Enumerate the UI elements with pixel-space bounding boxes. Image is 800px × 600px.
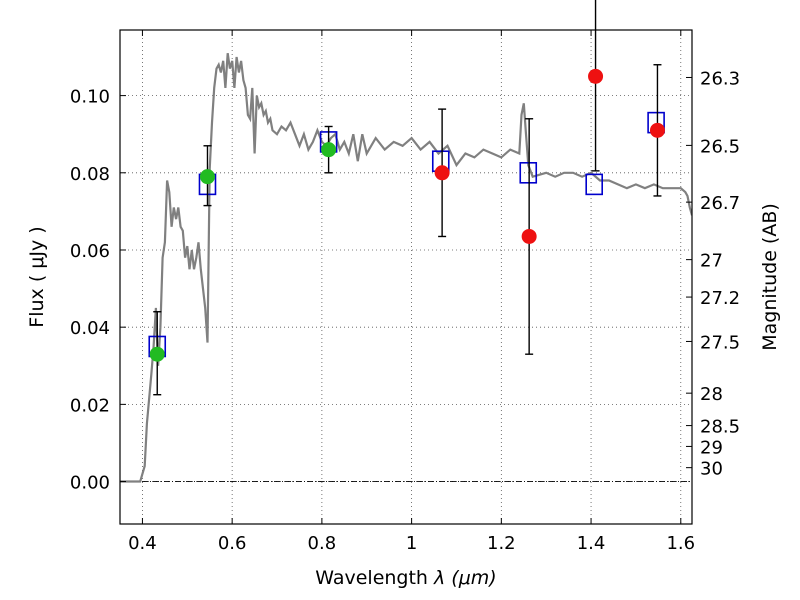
nondetected-flux-point bbox=[434, 165, 450, 181]
nondetected-flux-point bbox=[588, 68, 604, 84]
y2-tick-label: 27 bbox=[700, 251, 723, 272]
y-tick-label: 0.04 bbox=[70, 318, 110, 339]
y-tick-label: 0.02 bbox=[70, 395, 110, 416]
model-photometry-marker bbox=[519, 161, 538, 184]
x-tick-label: 1.6 bbox=[666, 533, 695, 554]
x-axis-label: Wavelength λ (μm) bbox=[315, 567, 496, 589]
nondetected-flux-point bbox=[649, 122, 665, 138]
model-spectrum-line bbox=[120, 53, 692, 483]
axis-ticks: 0.4 0.6 0.8 1 1.2 1.4 1.6 0.00 0.02 0.04 0.06 0.08 0… bbox=[70, 30, 740, 554]
x-tick-label: 0.6 bbox=[218, 533, 247, 554]
x-tick-label: 1.2 bbox=[487, 533, 516, 554]
y-tick-label: 0.06 bbox=[70, 241, 110, 262]
plot-frame bbox=[119, 29, 693, 525]
y2-tick-label: 28.5 bbox=[700, 417, 740, 438]
y2-tick-label: 26.3 bbox=[700, 68, 740, 89]
detected-flux-point bbox=[321, 142, 337, 158]
detected-flux-point bbox=[199, 169, 215, 185]
data-marks bbox=[148, 0, 665, 396]
x-tick-label: 1.4 bbox=[577, 533, 606, 554]
detected-flux-point bbox=[149, 346, 165, 362]
y-axis-label-text: Flux bbox=[26, 282, 48, 328]
x-axis-label-text: Wavelength bbox=[315, 567, 434, 589]
y2-axis-label: Magnitude (AB) bbox=[759, 203, 781, 351]
y2-tick-label: 27.5 bbox=[700, 332, 740, 353]
x-tick-label: 0.4 bbox=[128, 533, 157, 554]
y2-tick-label: 26.5 bbox=[700, 136, 740, 157]
y-tick-label: 0.00 bbox=[70, 473, 110, 494]
y-axis-label-math: ( μJy ) bbox=[26, 226, 48, 282]
x-axis-label-math: λ (μm) bbox=[433, 567, 497, 589]
y2-tick-label: 28 bbox=[700, 384, 723, 405]
nondetected-flux-point bbox=[521, 228, 537, 244]
x-tick-label: 1 bbox=[406, 533, 417, 554]
y-tick-label: 0.10 bbox=[70, 87, 110, 108]
model-photometry-marker bbox=[585, 173, 603, 196]
y2-tick-label: 27.2 bbox=[700, 288, 740, 309]
plot-area bbox=[120, 53, 692, 483]
y-axis-label: Flux ( μJy ) bbox=[26, 226, 48, 327]
y2-tick-label: 30 bbox=[700, 459, 723, 480]
y2-tick-label: 26.7 bbox=[700, 193, 740, 214]
y-tick-label: 0.08 bbox=[70, 164, 110, 185]
x-tick-label: 0.8 bbox=[308, 533, 337, 554]
y2-tick-label: 29 bbox=[700, 437, 723, 458]
